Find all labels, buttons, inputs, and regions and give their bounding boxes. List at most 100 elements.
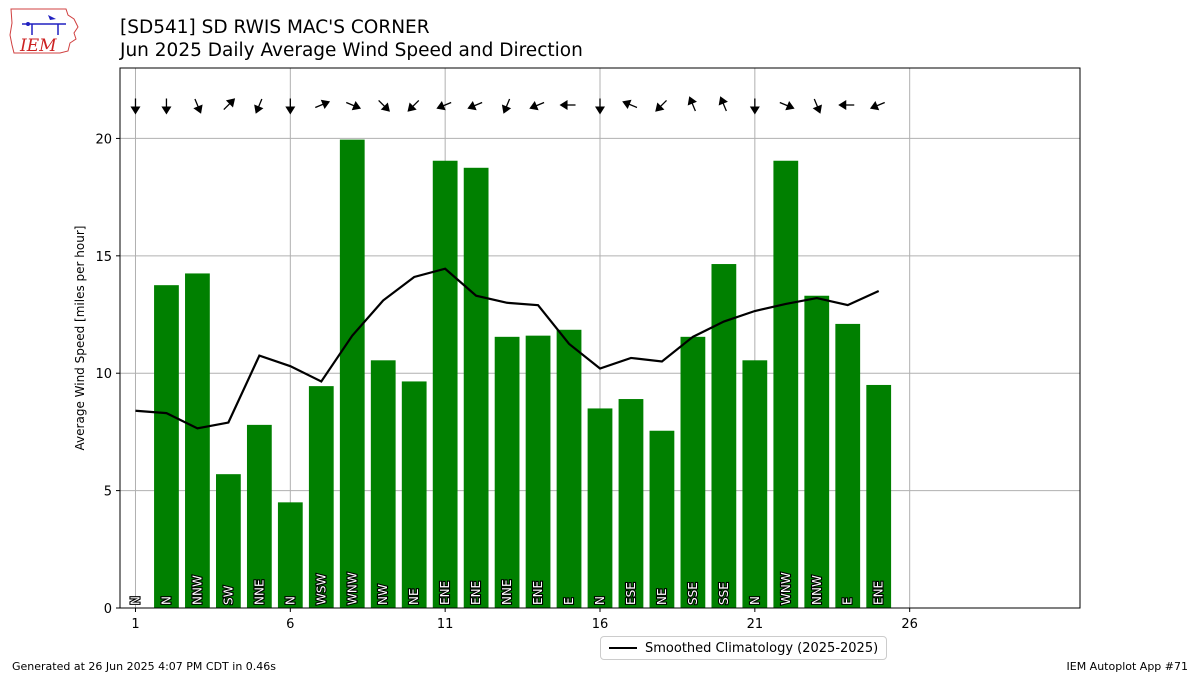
bar-day-8: [339, 139, 365, 608]
bar-day-14: [525, 335, 551, 608]
wind-arrow-day-10: [407, 99, 420, 112]
bar-day-20: [711, 264, 737, 608]
wind-arrow-day-5: [254, 98, 264, 114]
wind-arrow-day-6: [285, 98, 296, 115]
bar-day-9: [370, 360, 396, 608]
direction-label-day-11: ENE: [438, 581, 452, 605]
direction-label-day-23: NNW: [810, 575, 824, 605]
wind-arrow-day-18: [655, 99, 667, 112]
direction-label-day-16: N: [593, 596, 607, 605]
footer-generated: Generated at 26 Jun 2025 4:07 PM CDT in …: [12, 660, 277, 673]
x-tick-label: 21: [747, 617, 764, 632]
direction-label-day-25: ENE: [872, 581, 886, 605]
wind-arrow-day-3: [193, 98, 203, 114]
direction-label-day-22: WNW: [779, 572, 793, 605]
chart-legend: Smoothed Climatology (2025-2025): [600, 636, 888, 660]
wind-arrow-day-13: [501, 98, 512, 114]
chart-title: [SD541] SD RWIS MAC'S CORNER: [120, 17, 430, 38]
bar-day-18: [649, 430, 675, 608]
x-tick-label: 16: [592, 617, 609, 632]
bar-day-19: [680, 336, 706, 608]
bar-day-13: [494, 336, 520, 608]
direction-label-day-8: WNW: [345, 572, 359, 605]
wind-arrow-day-15: [559, 100, 576, 110]
direction-label-day-7: WSW: [314, 574, 328, 605]
wind-arrow-day-9: [378, 99, 390, 112]
wind-arrow-day-21: [749, 98, 760, 115]
direction-label-day-18: NE: [655, 588, 669, 605]
wind-arrow-day-23: [812, 98, 822, 114]
y-tick-label: 10: [95, 367, 112, 382]
direction-label-day-2: N: [159, 596, 173, 605]
x-tick-label: 26: [901, 617, 918, 632]
x-tick-label: 11: [437, 617, 454, 632]
direction-label-day-19: SSE: [686, 582, 700, 605]
direction-label-day-13: NNE: [500, 579, 514, 605]
direction-label-day-6: N: [283, 596, 297, 605]
wind-arrow-day-7: [315, 99, 331, 110]
direction-label-day-3: NNW: [190, 575, 204, 605]
wind-arrow-day-24: [838, 100, 855, 110]
direction-arrows: [130, 96, 885, 115]
bar-day-2: [154, 285, 179, 608]
wind-arrow-day-14: [529, 100, 545, 111]
bar-day-15: [556, 329, 582, 608]
direction-label-day-15: E: [562, 597, 576, 605]
footer-app-id: IEM Autoplot App #71: [1066, 660, 1189, 673]
legend-label: Smoothed Climatology (2025-2025): [645, 640, 879, 656]
wind-arrow-day-2: [161, 98, 172, 115]
bars: [154, 139, 892, 609]
climatology-series: [135, 267, 880, 430]
wind-arrow-day-1: [130, 98, 141, 115]
direction-label-day-21: N: [748, 596, 762, 605]
bar-day-10: [401, 381, 427, 608]
bar-day-21: [742, 360, 768, 608]
bar-day-22: [773, 160, 799, 608]
y-tick-label: 20: [95, 132, 112, 147]
bar-day-6: [277, 502, 303, 608]
x-tick-label: 1: [131, 617, 139, 632]
direction-label-day-1: N: [128, 596, 142, 605]
iem-logo: IEM: [8, 5, 80, 63]
wind-arrow-day-4: [223, 98, 236, 111]
direction-labels: N N NNW SW NNE N WSW WNW NW NE ENE ENE NNE ENE E N ESE NE…: [127, 571, 886, 606]
wind-arrow-day-19: [687, 96, 697, 112]
direction-label-day-10: NE: [407, 588, 421, 605]
bar-day-5: [246, 424, 272, 608]
bar-day-16: [587, 408, 613, 608]
wind-arrow-day-12: [467, 100, 483, 111]
bar-day-11: [432, 160, 458, 608]
direction-label-day-17: ESE: [624, 582, 638, 605]
chart-subtitle: Jun 2025 Daily Average Wind Speed and Di…: [120, 40, 583, 61]
direction-label-day-14: ENE: [531, 581, 545, 605]
wind-arrow-day-8: [346, 100, 362, 111]
wind-arrow-day-25: [869, 100, 885, 111]
direction-label-day-9: NW: [376, 584, 390, 605]
y-axis-label: Average Wind Speed [miles per hour]: [73, 226, 87, 451]
bar-day-12: [463, 167, 489, 609]
iowa-map-icon: IEM: [9, 8, 79, 56]
direction-label-day-24: E: [841, 597, 855, 605]
wind-arrow-day-22: [779, 100, 795, 111]
wind-arrow-day-17: [622, 99, 638, 110]
bar-day-4: [216, 474, 241, 608]
y-tick-label: 0: [104, 602, 112, 617]
bar-day-23: [804, 295, 830, 608]
direction-label-day-5: NNE: [252, 579, 266, 605]
climatology-line: [135, 267, 880, 430]
y-tick-label: 5: [104, 485, 112, 500]
bar-day-17: [618, 399, 644, 608]
bar-day-7: [308, 386, 334, 608]
direction-label-day-12: ENE: [469, 581, 483, 605]
bar-day-25: [866, 384, 892, 608]
direction-label-day-4: SW: [221, 585, 235, 605]
legend-line-swatch: [609, 647, 637, 649]
direction-label-day-20: SSE: [717, 582, 731, 605]
y-tick-label: 15: [95, 250, 112, 265]
wind-arrow-day-16: [595, 98, 605, 115]
wind-arrow-day-20: [718, 96, 728, 112]
wind-arrow-day-11: [436, 100, 452, 111]
x-tick-label: 6: [286, 617, 294, 632]
